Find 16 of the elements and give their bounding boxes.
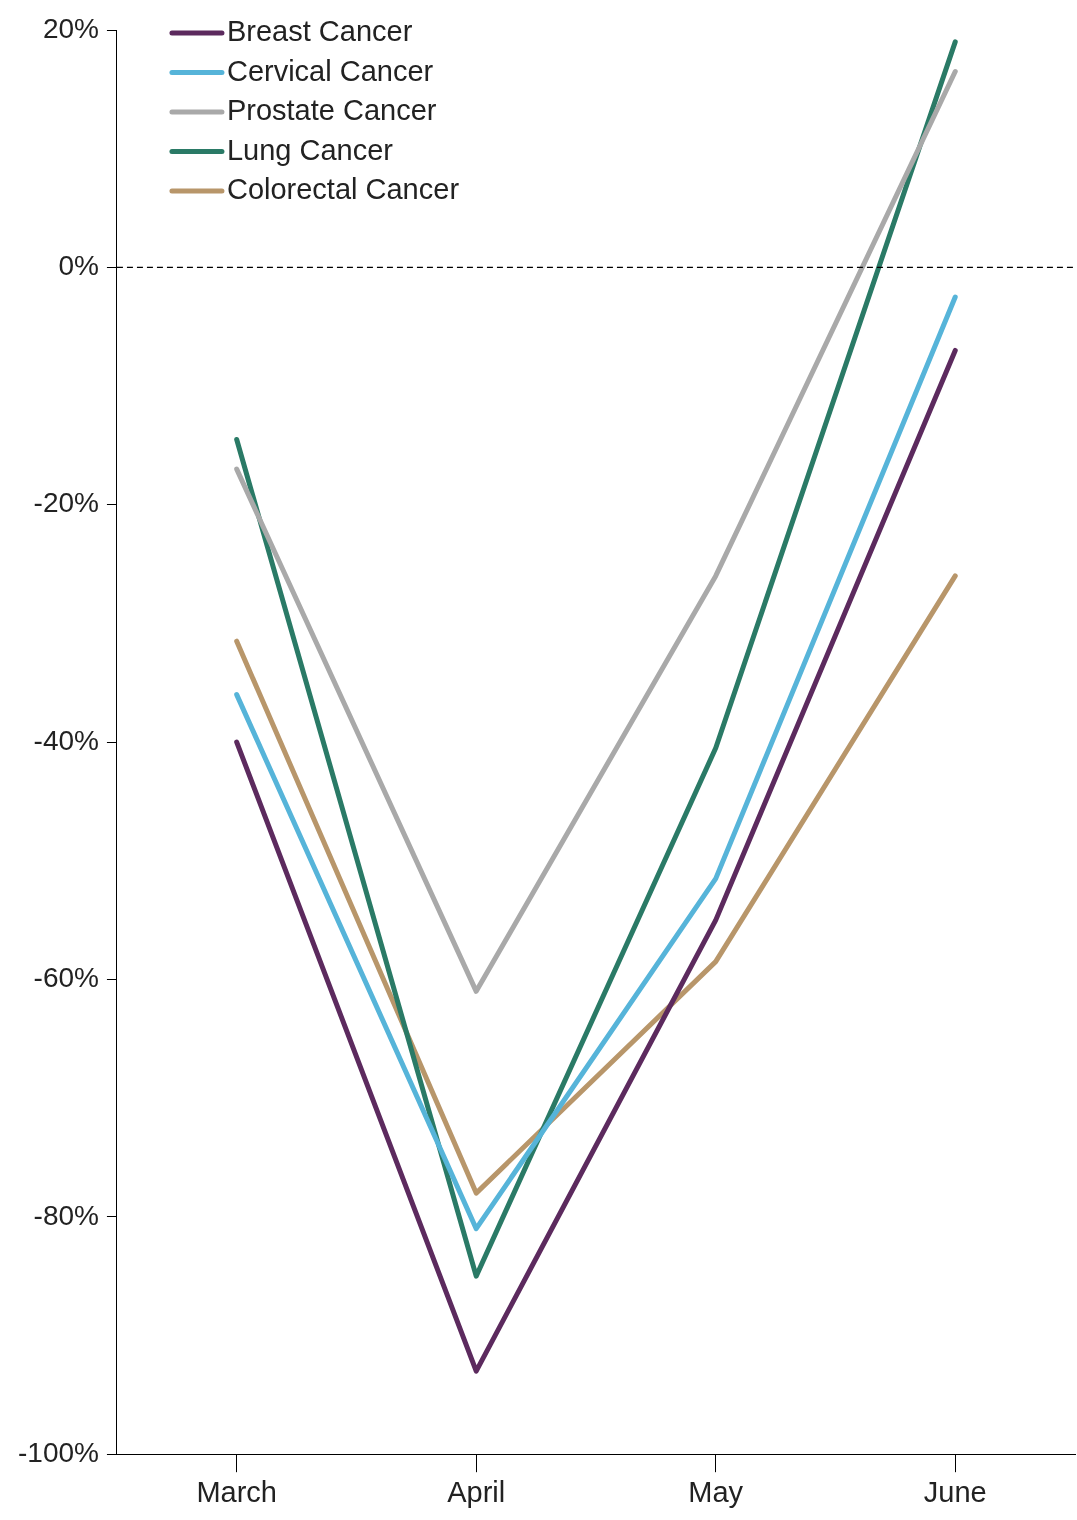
- y-tick-label: 20%: [42, 12, 99, 44]
- legend-label: Colorectal Cancer: [226, 173, 460, 205]
- legend-label: Prostate Cancer: [226, 94, 437, 126]
- y-tick-label: -60%: [33, 962, 99, 994]
- x-tick-label: June: [923, 1475, 987, 1508]
- y-tick-label: 0%: [58, 250, 99, 282]
- legend-label: Cervical Cancer: [226, 54, 434, 87]
- x-tick-label: May: [688, 1475, 744, 1508]
- x-tick-label: April: [447, 1475, 506, 1508]
- legend-label: Lung Cancer: [226, 133, 394, 166]
- y-tick-label: -100%: [18, 1436, 99, 1468]
- y-tick-label: -40%: [33, 724, 99, 756]
- legend-label: Breast Cancer: [226, 15, 413, 47]
- y-tick-label: -80%: [33, 1199, 99, 1231]
- x-tick-label: March: [196, 1475, 277, 1508]
- y-tick-label: -20%: [33, 487, 99, 519]
